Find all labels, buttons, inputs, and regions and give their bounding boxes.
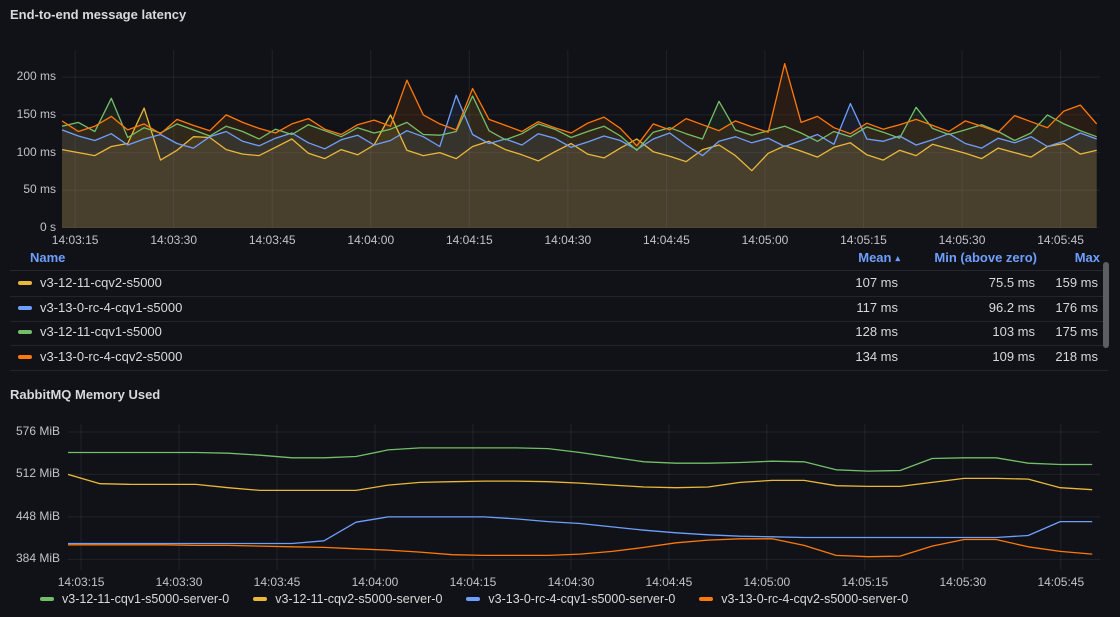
mean-value: 134 ms [855, 348, 898, 364]
x-axis-tick-label: 14:03:45 [248, 233, 296, 247]
mean-value: 128 ms [855, 324, 898, 339]
y-axis-tick-label: 0 s [39, 220, 56, 234]
y-axis-tick-label: 100 ms [16, 144, 56, 159]
table-header-max[interactable]: Max [1074, 250, 1100, 265]
latency-panel-title[interactable]: End-to-end message latency [10, 7, 187, 22]
min-value: 109 ms [992, 348, 1035, 364]
latency-chart[interactable] [62, 50, 1100, 228]
x-axis-tick-label: 14:03:30 [150, 233, 198, 247]
legend-table-row[interactable]: v3-12-11-cqv1-s5000 128 ms 103 ms 175 ms [10, 320, 1108, 346]
x-axis-tick-label: 14:04:30 [547, 575, 595, 589]
mean-value: 107 ms [855, 275, 898, 290]
y-axis-tick-label: 50 ms [23, 182, 56, 197]
x-axis-tick-label: 14:04:00 [351, 575, 399, 589]
y-axis-tick-label: 448 MiB [15, 508, 60, 523]
series-name[interactable]: v3-12-11-cqv1-s5000 [40, 324, 162, 339]
legend-item[interactable]: v3-13-0-rc-4-cqv2-s5000-server-0 [699, 592, 908, 606]
x-axis-tick-label: 14:04:30 [544, 233, 592, 247]
x-axis-tick-label: 14:03:15 [51, 233, 99, 247]
series-name[interactable]: v3-13-0-rc-4-cqv2-s5000 [40, 348, 183, 364]
table-header-divider [10, 270, 1108, 271]
legend-item-label: v3-12-11-cqv1-s5000-server-0 [62, 592, 230, 606]
series-area [62, 63, 1097, 228]
series-line [68, 516, 1093, 545]
table-header-mean[interactable]: Mean ▴ [858, 250, 900, 265]
series-area [62, 108, 1097, 228]
max-value: 218 ms [1055, 348, 1098, 364]
y-axis-tick-label: 384 MiB [15, 551, 60, 566]
max-value: 175 ms [1055, 324, 1098, 339]
series-color-swatch [40, 597, 54, 601]
table-scrollbar[interactable] [1103, 262, 1109, 348]
table-header-name[interactable]: Name [30, 250, 66, 265]
min-value: 96.2 ms [988, 299, 1035, 315]
series-color-swatch [699, 597, 714, 601]
x-axis-tick-label: 14:05:15 [840, 233, 887, 247]
x-axis-tick-label: 14:05:15 [841, 575, 889, 589]
min-value: 103 ms [992, 324, 1035, 339]
legend-item[interactable]: v3-13-0-rc-4-cqv1-s5000-server-0 [466, 592, 675, 606]
legend-item-label: v3-13-0-rc-4-cqv1-s5000-server-0 [488, 592, 676, 606]
x-axis-tick-label: 14:05:45 [1037, 575, 1085, 589]
x-axis-tick-label: 14:05:45 [1037, 233, 1084, 247]
series-line [62, 95, 1097, 151]
legend-item[interactable]: v3-12-11-cqv1-s5000-server-0 [40, 592, 229, 606]
legend-item-label: v3-13-0-rc-4-cqv2-s5000-server-0 [721, 592, 909, 606]
memory-chart-legend: v3-12-11-cqv1-s5000-server-0 v3-12-11-cqv… [40, 592, 908, 606]
y-axis-tick-label: 200 ms [16, 69, 56, 84]
x-axis-tick-label: 14:04:15 [449, 575, 497, 589]
x-axis-tick-label: 14:05:00 [741, 233, 789, 247]
x-axis-tick-label: 14:04:00 [347, 233, 395, 247]
series-color-swatch [18, 354, 32, 359]
x-axis-tick-label: 14:04:45 [643, 233, 690, 247]
y-axis-tick-label: 512 MiB [15, 466, 60, 481]
legend-item-label: v3-12-11-cqv2-s5000-server-0 [275, 592, 443, 606]
series-name[interactable]: v3-13-0-rc-4-cqv1-s5000 [40, 299, 183, 315]
x-axis-tick-label: 14:05:30 [939, 575, 987, 589]
x-axis-tick-label: 14:03:45 [253, 575, 301, 589]
x-axis-tick-label: 14:03:15 [57, 575, 105, 589]
legend-table-row[interactable]: v3-13-0-rc-4-cqv1-s5000 117 ms 96.2 ms 176 … [10, 296, 1108, 322]
x-axis-tick-label: 14:05:30 [938, 233, 986, 247]
series-line [62, 107, 1097, 172]
x-axis-tick-label: 14:04:45 [645, 575, 693, 589]
max-value: 176 ms [1055, 299, 1098, 315]
series-color-swatch [18, 305, 32, 310]
series-line [68, 538, 1093, 558]
series-name[interactable]: v3-12-11-cqv2-s5000 [40, 275, 162, 290]
series-line [68, 447, 1093, 472]
x-axis-tick-label: 14:04:15 [445, 233, 493, 247]
table-header-min[interactable]: Min (above zero) [934, 250, 1037, 265]
legend-item[interactable]: v3-12-11-cqv2-s5000-server-0 [253, 592, 442, 606]
x-axis-tick-label: 14:03:30 [155, 575, 203, 589]
x-axis-tick-label: 14:05:00 [743, 575, 791, 589]
max-value: 159 ms [1055, 275, 1098, 290]
series-line [62, 62, 1098, 147]
series-line [62, 94, 1097, 157]
y-axis-tick-label: 576 MiB [15, 423, 60, 438]
sort-ascending-icon: ▴ [895, 253, 900, 263]
memory-panel-title[interactable]: RabbitMQ Memory Used [10, 387, 161, 402]
legend-table-row[interactable]: v3-12-11-cqv2-s5000 107 ms 75.5 ms 159 ms [10, 271, 1108, 297]
min-value: 75.5 ms [988, 275, 1035, 290]
memory-chart[interactable] [68, 424, 1100, 570]
series-color-swatch [18, 330, 32, 334]
series-color-swatch [466, 597, 481, 601]
y-axis-tick-label: 150 ms [16, 106, 56, 121]
series-color-swatch [18, 281, 32, 285]
series-color-swatch [253, 597, 268, 601]
series-line [68, 473, 1093, 492]
series-area [62, 95, 1097, 228]
legend-table-row[interactable]: v3-13-0-rc-4-cqv2-s5000 134 ms 109 ms 218 m… [10, 345, 1108, 371]
mean-value: 117 ms [856, 299, 898, 315]
series-area [62, 96, 1097, 228]
